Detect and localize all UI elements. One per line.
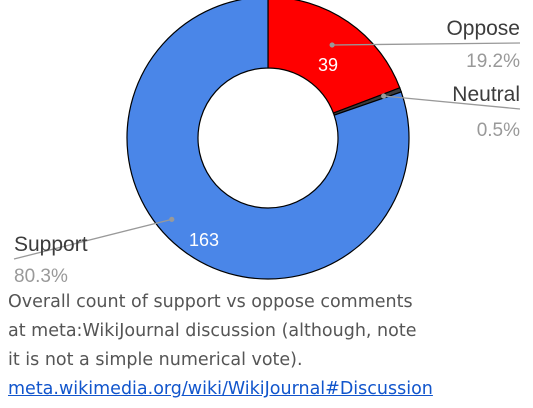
neutral-label: Neutral [452, 83, 520, 106]
caption-line-2: at meta:WikiJournal discussion (although… [8, 321, 417, 341]
oppose-value-label: 39 [318, 55, 338, 75]
neutral-percent: 0.5% [477, 120, 520, 141]
support-percent: 80.3% [14, 266, 68, 287]
oppose-label: Oppose [446, 17, 520, 40]
neutral-leader-line [383, 95, 521, 110]
slice-support [126, 0, 410, 280]
support-label: Support [14, 233, 88, 256]
slice-oppose [267, 0, 401, 114]
oppose-leader-line [332, 42, 521, 46]
support-leader-dot [169, 216, 175, 222]
neutral-leader-dot [381, 93, 387, 99]
support-value-label: 163 [189, 230, 219, 250]
support-leader-line [13, 218, 172, 260]
oppose-leader-dot [329, 42, 335, 48]
oppose-percent: 19.2% [466, 51, 520, 72]
caption-line-1: Overall count of support vs oppose comme… [8, 292, 413, 312]
caption-line-3: it is not a simple numerical vote). [8, 350, 303, 370]
caption: Overall count of support vs oppose comme… [8, 288, 530, 404]
discussion-link[interactable]: meta.wikimedia.org/wiki/WikiJournal#Disc… [8, 379, 433, 399]
donut-chart: Oppose 19.2% Neutral 0.5% Support 80.3% 39 163 [13, 0, 521, 287]
